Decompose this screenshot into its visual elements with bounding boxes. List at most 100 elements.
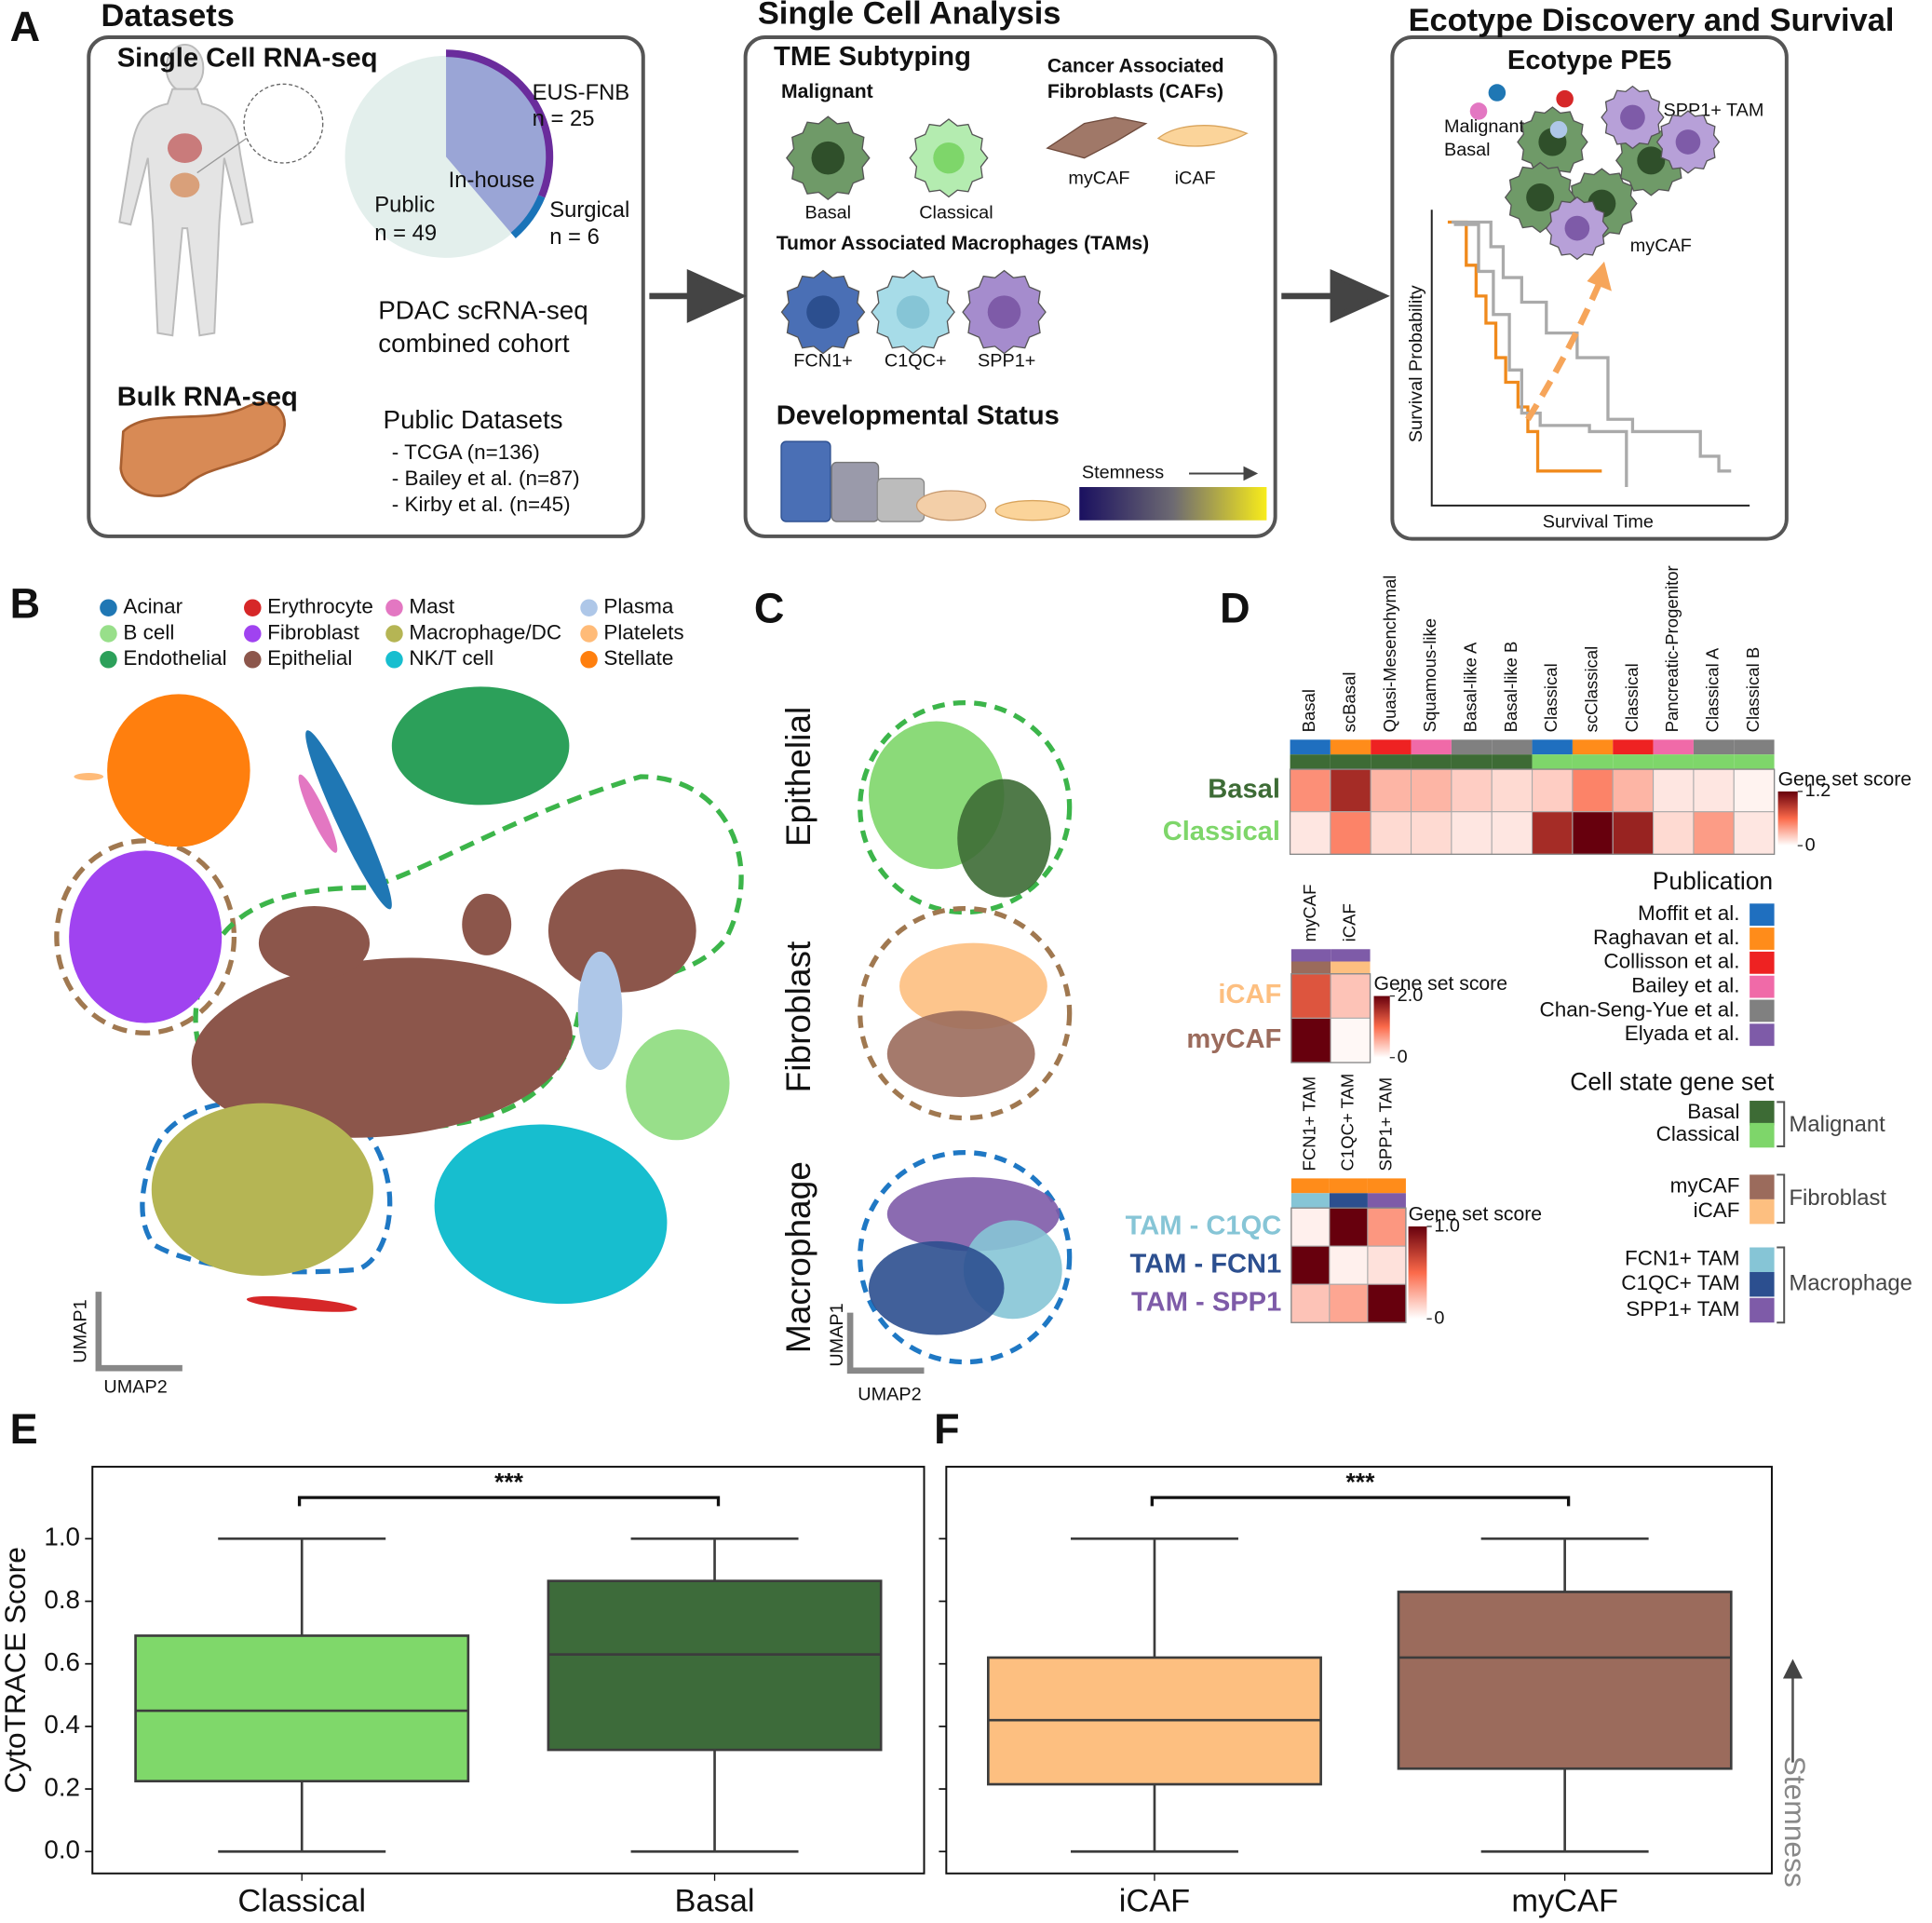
umap-subcluster xyxy=(868,1240,1005,1335)
legend-label: NK/T cell xyxy=(409,646,493,670)
label: Public Datasets xyxy=(384,405,563,434)
heatmap-cell xyxy=(1329,1245,1369,1285)
legend-label: iCAF xyxy=(1694,1198,1740,1222)
publication-bar xyxy=(1653,739,1694,755)
x-tick-label: myCAF xyxy=(1511,1884,1618,1919)
colorbar-tick-label: 1.0 xyxy=(1434,1215,1460,1236)
umap-cluster xyxy=(191,957,573,1138)
column-label: SPP1+ TAM xyxy=(1375,1077,1395,1171)
panel-label: E xyxy=(10,1405,38,1453)
cell-nucleus xyxy=(1620,104,1645,130)
legend-label: Bailey et al. xyxy=(1631,974,1739,997)
flow-arrow xyxy=(1281,268,1390,323)
cell-illustration xyxy=(871,269,955,355)
legend-label: Mast xyxy=(409,595,454,618)
publication-bar xyxy=(1367,1178,1406,1194)
cell-illustration xyxy=(1601,85,1665,150)
heatmap-cell xyxy=(1330,811,1371,855)
heatmap-cell xyxy=(1491,811,1533,855)
pie-slice xyxy=(345,55,512,258)
legend-label: B cell xyxy=(123,620,174,643)
legend-label: Macrophage/DC xyxy=(409,620,561,643)
heatmap-cell xyxy=(1367,1283,1407,1323)
cell-nucleus xyxy=(806,295,840,329)
panel-label: A xyxy=(10,3,40,50)
umap-subcluster xyxy=(886,1010,1035,1098)
label: n = 25 xyxy=(533,106,595,131)
legend-label: Basal xyxy=(1687,1100,1739,1123)
heatmap-cell xyxy=(1491,768,1533,813)
legend-swatch xyxy=(1750,1174,1775,1199)
legend-label: Raghavan et al. xyxy=(1593,926,1740,949)
cell-illustration xyxy=(909,118,989,198)
heatmap-cell xyxy=(1290,768,1331,813)
legend-label: Erythrocyte xyxy=(267,595,373,618)
group-label: Fibroblast xyxy=(1789,1185,1886,1211)
legend-dot xyxy=(385,651,403,669)
y-tick-label: 0.8 xyxy=(44,1585,80,1614)
column-label: Basal-like A xyxy=(1460,642,1479,732)
cell-state-bar xyxy=(1329,1193,1368,1209)
label: Publication xyxy=(1653,867,1773,895)
tissue-cell xyxy=(1488,84,1506,102)
legend-label: Classical xyxy=(1656,1122,1740,1145)
cell-nucleus xyxy=(896,295,930,329)
cell-state-bar xyxy=(1331,961,1371,974)
legend-dot xyxy=(385,625,403,643)
legend-swatch xyxy=(1750,928,1775,950)
cell-state-bar xyxy=(1367,1193,1406,1209)
group-bracket xyxy=(1777,1101,1786,1147)
umap-cluster xyxy=(107,694,250,847)
cell-illustration xyxy=(1517,106,1588,178)
row-label: Basal xyxy=(1208,775,1280,805)
group-label: Macrophage xyxy=(1789,1271,1912,1296)
section-title: Ecotype Discovery and Survival xyxy=(1409,3,1895,38)
label: Ecotype PE5 xyxy=(1507,46,1671,75)
legend-label: C1QC+ TAM xyxy=(1621,1271,1739,1294)
publication-bar xyxy=(1734,739,1775,755)
legend-dot xyxy=(100,599,117,616)
significance-bracket xyxy=(1150,1496,1571,1507)
publication-bar xyxy=(1329,1178,1368,1194)
label: Developmental Status xyxy=(777,400,1060,430)
legend-label: Acinar xyxy=(123,595,182,618)
legend-swatch xyxy=(1750,1198,1775,1225)
legend-label: Elyada et al. xyxy=(1625,1022,1740,1045)
colorbar-tick-label: 1.2 xyxy=(1805,780,1831,801)
cell-state-bar xyxy=(1734,754,1775,770)
row-label: TAM - C1QC xyxy=(1126,1211,1282,1240)
km-illustration xyxy=(1430,210,1750,507)
legend-label: Chan-Seng-Yue et al. xyxy=(1540,997,1740,1021)
heatmap-cell xyxy=(1572,768,1614,813)
label: Bulk RNA-seq xyxy=(117,382,298,412)
label: SPP1+ xyxy=(978,350,1035,371)
cell-state-bar xyxy=(1693,754,1735,770)
publication-bar xyxy=(1411,739,1452,755)
plot-frame xyxy=(91,1466,925,1875)
cell-state-bar xyxy=(1572,754,1614,770)
label: C1QC+ xyxy=(885,350,947,371)
publication-bar xyxy=(1290,949,1331,962)
umap-cluster xyxy=(298,774,338,853)
pie-ring xyxy=(446,49,554,198)
legend-label: Platelets xyxy=(603,620,683,643)
umap-subcluster xyxy=(957,779,1051,898)
umap-subcluster xyxy=(899,942,1047,1030)
label: Malignant xyxy=(1444,116,1525,137)
tissue-zoom xyxy=(243,83,324,164)
label: n = 49 xyxy=(374,221,437,246)
legend-dot xyxy=(244,599,262,616)
legend-dot xyxy=(244,651,262,669)
column-label: Basal xyxy=(1299,689,1318,732)
label: - Bailey et al. (n=87) xyxy=(392,467,580,490)
colorbar-tick-label: 0 xyxy=(1805,834,1816,855)
column-label: Classical xyxy=(1622,663,1642,732)
legend-swatch xyxy=(1750,1023,1775,1047)
legend-swatch xyxy=(1750,1122,1775,1148)
plot-frame xyxy=(945,1466,1773,1875)
umap-cluster xyxy=(258,905,371,981)
label: Cell state gene set xyxy=(1570,1067,1775,1095)
publication-bar xyxy=(1330,739,1371,755)
cell-state-bar xyxy=(1371,754,1412,770)
label: Basal xyxy=(1444,140,1491,160)
